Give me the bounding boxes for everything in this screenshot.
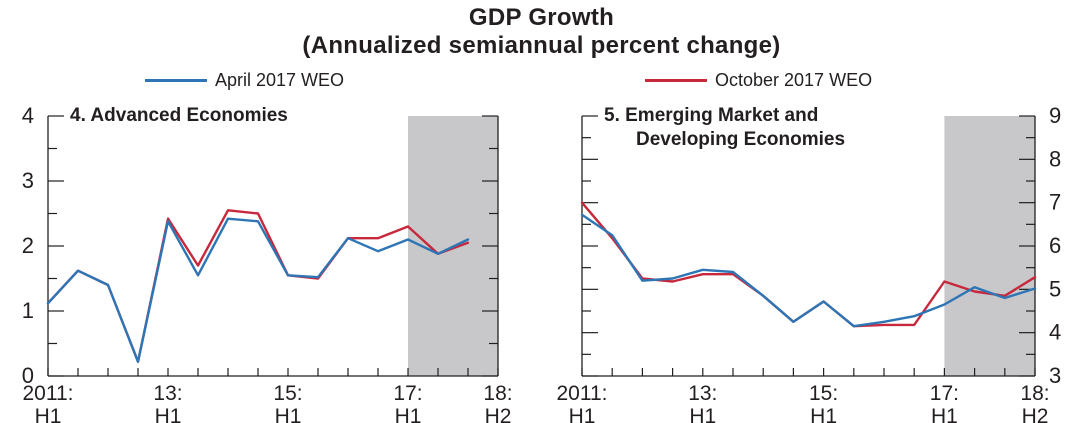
series-line-april-2017 <box>580 213 1037 328</box>
x-tick-label-year: 18: <box>1020 382 1049 405</box>
y-tick-label: 8 <box>1049 146 1061 171</box>
legend-label-april: April 2017 WEO <box>215 69 345 90</box>
y-tick-label: 4 <box>1049 320 1061 345</box>
y-tick-label: 5 <box>1049 276 1061 301</box>
panel-title: 5. Emerging Market and <box>604 105 818 126</box>
x-tick-label-half: H1 <box>395 405 422 423</box>
panel-title: Developing Economies <box>636 129 845 150</box>
x-tick-label-half: H1 <box>569 405 596 423</box>
x-tick-label-half: H1 <box>810 405 837 423</box>
x-tick-label-year: 2011: <box>23 382 74 405</box>
x-tick-label-year: 13: <box>153 382 182 405</box>
y-tick-label: 3 <box>22 168 34 193</box>
x-tick-label-half: H2 <box>485 405 512 423</box>
legend-item-october: October 2017 WEO <box>645 66 872 94</box>
x-tick-label-year: 15: <box>273 382 302 405</box>
x-tick-label-year: 18: <box>483 382 512 405</box>
legend-swatch-october <box>645 78 707 82</box>
x-tick-label-half: H2 <box>1022 405 1049 423</box>
y-tick-label: 6 <box>1049 233 1061 258</box>
y-tick-label: 3 <box>1049 363 1061 388</box>
y-tick-label: 9 <box>1049 103 1061 128</box>
y-tick-label: 7 <box>1049 190 1061 215</box>
x-tick-label-year: 2011: <box>557 382 608 405</box>
series-line-april-2017 <box>46 217 470 363</box>
y-tick-label: 4 <box>22 103 34 128</box>
x-tick-label-half: H1 <box>35 405 62 423</box>
series-line-october-2017 <box>46 209 470 363</box>
x-tick-label-half: H1 <box>931 405 958 423</box>
x-tick-label-year: 17: <box>393 382 422 405</box>
x-tick-label-year: 17: <box>930 382 959 405</box>
y-tick-label: 2 <box>22 233 34 258</box>
x-tick-label-half: H1 <box>275 405 302 423</box>
y-tick-label: 0 <box>22 363 34 388</box>
legend-swatch-april <box>145 78 207 82</box>
legend-item-april: April 2017 WEO <box>145 66 344 94</box>
x-tick-label-half: H1 <box>155 405 182 423</box>
x-tick-label-year: 15: <box>809 382 838 405</box>
x-tick-label-year: 13: <box>688 382 717 405</box>
figure-subtitle: (Annualized semiannual percent change) <box>302 32 781 59</box>
y-tick-label: 1 <box>22 298 34 323</box>
figure-title: GDP Growth <box>468 4 615 31</box>
legend-label-october: October 2017 WEO <box>715 69 873 90</box>
panel-title: 4. Advanced Economies <box>70 105 288 126</box>
x-tick-label-half: H1 <box>689 405 716 423</box>
